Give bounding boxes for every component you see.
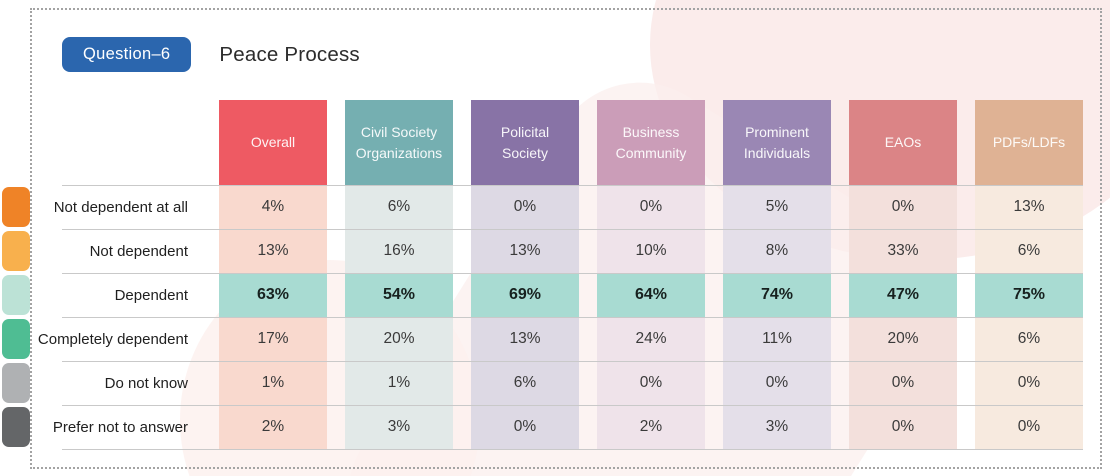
column-header-civil-society-organizations: Civil Society Organizations (345, 100, 453, 185)
column-header-policital-society: Policital Society (471, 100, 579, 185)
table-cell: 24% (597, 317, 705, 361)
table-cell: 1% (345, 361, 453, 405)
table-cell-highlighted: 74% (723, 273, 831, 317)
row-label: Prefer not to answer (52, 418, 188, 436)
row-separator (62, 405, 1083, 406)
table-cell: 13% (471, 317, 579, 361)
table-cell: 10% (597, 229, 705, 273)
table-cell: 3% (345, 405, 453, 449)
table-cell-highlighted: 63% (219, 273, 327, 317)
table-cell: 0% (849, 361, 957, 405)
legend-swatch-prefer-not-to-answer (2, 407, 30, 447)
row-separator (62, 317, 1083, 318)
question-badge: Question–6 (62, 37, 192, 72)
table-cell: 8% (723, 229, 831, 273)
column-header-overall: Overall (219, 100, 327, 185)
row-label: Dependent (114, 286, 188, 304)
column-header-pdfs-ldfs: PDFs/LDFs (975, 100, 1083, 185)
column-header-eaos: EAOs (849, 100, 957, 185)
table-cell: 0% (849, 405, 957, 449)
table-cell: 33% (849, 229, 957, 273)
column-header-prominent-individuals: Prominent Individuals (723, 100, 831, 185)
table-cell: 13% (219, 229, 327, 273)
title-bar: Question–6 Peace Process (62, 37, 360, 72)
table-cell: 20% (849, 317, 957, 361)
legend-swatch-completely-dependent (2, 319, 30, 359)
table-cell: 5% (723, 185, 831, 229)
table-cell: 3% (723, 405, 831, 449)
table-cell: 13% (471, 229, 579, 273)
legend-swatch-dependent (2, 275, 30, 315)
table-cell: 0% (849, 185, 957, 229)
legend-swatch-not-dependent-at-all (2, 187, 30, 227)
table-cell-highlighted: 69% (471, 273, 579, 317)
table-cell: 6% (975, 229, 1083, 273)
table-cell: 17% (219, 317, 327, 361)
row-label: Not dependent at all (53, 198, 188, 216)
row-separator (62, 273, 1083, 274)
row-separator (62, 449, 1083, 450)
table-cell: 13% (975, 185, 1083, 229)
header-spacer (40, 100, 201, 185)
legend-swatch-do-not-know (2, 363, 30, 403)
table-cell: 0% (723, 361, 831, 405)
legend-swatch-not-dependent (2, 231, 30, 271)
row-label: Completely dependent (37, 330, 188, 348)
table-cell: 0% (597, 185, 705, 229)
results-table: Overall Civil Society Organizations Poli… (37, 100, 1083, 449)
table-cell: 0% (471, 185, 579, 229)
table-cell: 16% (345, 229, 453, 273)
row-separator (62, 361, 1083, 362)
table-cell: 0% (975, 361, 1083, 405)
row-separator (62, 229, 1083, 230)
table-cell: 6% (471, 361, 579, 405)
table-cell-highlighted: 47% (849, 273, 957, 317)
table-cell: 11% (723, 317, 831, 361)
table-cell-highlighted: 64% (597, 273, 705, 317)
table-cell: 0% (597, 361, 705, 405)
column-header-business-community: Business Community (597, 100, 705, 185)
table-cell: 20% (345, 317, 453, 361)
table-cell: 2% (219, 405, 327, 449)
table-cell-highlighted: 54% (345, 273, 453, 317)
table-cell-highlighted: 75% (975, 273, 1083, 317)
row-label: Not dependent (89, 242, 188, 260)
row-label: Do not know (104, 374, 188, 392)
row-separator (62, 185, 1083, 186)
table-cell: 0% (975, 405, 1083, 449)
table-cell: 0% (471, 405, 579, 449)
page-title: Peace Process (219, 42, 360, 66)
table-cell: 4% (219, 185, 327, 229)
table-cell: 6% (345, 185, 453, 229)
table-cell: 1% (219, 361, 327, 405)
table-cell: 6% (975, 317, 1083, 361)
table-cell: 2% (597, 405, 705, 449)
